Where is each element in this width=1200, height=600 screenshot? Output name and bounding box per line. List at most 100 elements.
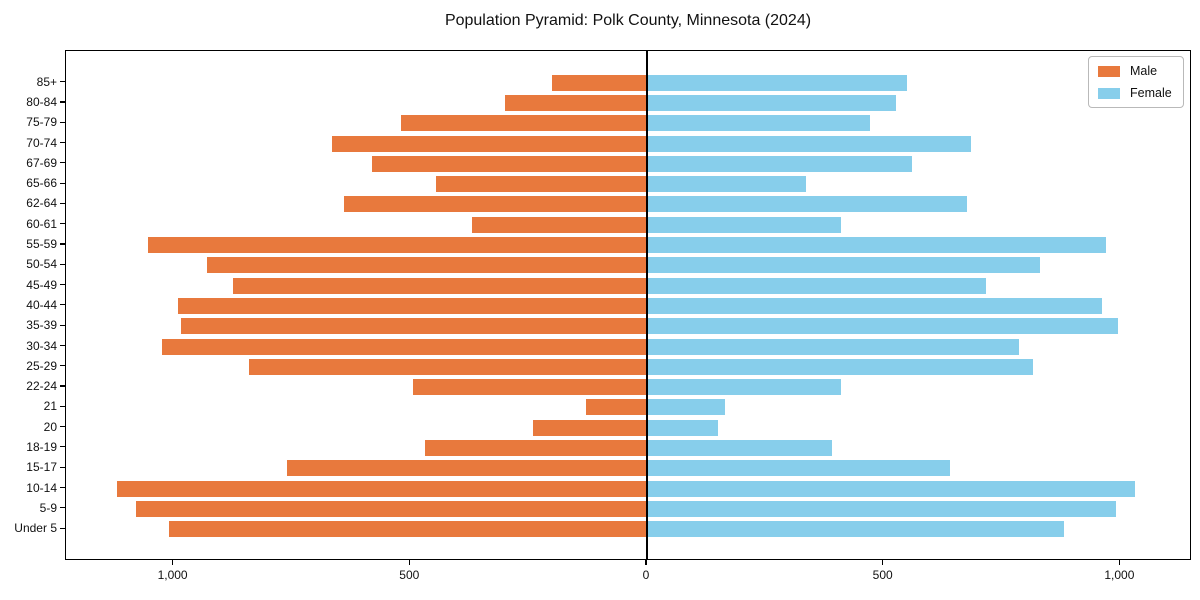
bar-male-22-24	[412, 379, 647, 395]
y-tick-label-60-61: 60-61	[26, 216, 57, 231]
y-tick-mark	[60, 121, 65, 123]
chart-title: Population Pyramid: Polk County, Minneso…	[444, 12, 812, 29]
y-tick-label-55-59: 55-59	[26, 237, 57, 251]
y-tick-label-50-54: 50-54	[26, 257, 57, 272]
bar-female-80-84	[647, 95, 896, 111]
bar-male-70-74	[332, 135, 647, 152]
legend-entry-female: Female	[1098, 86, 1172, 100]
y-tick-mark	[60, 405, 65, 407]
y-tick-label-45-49: 45-49	[26, 277, 57, 292]
y-tick-mark	[60, 446, 65, 448]
bar-female-40-44	[647, 297, 1102, 314]
bar-female-18-19	[647, 439, 832, 456]
y-tick-mark	[60, 162, 65, 164]
x-tick-mark	[1118, 560, 1120, 565]
bar-male-60-61	[471, 216, 647, 233]
bar-male-5-9	[135, 500, 647, 517]
bar-female-35-39	[647, 318, 1118, 335]
bar-female-45-49	[647, 277, 986, 294]
y-tick-mark	[60, 486, 65, 489]
bar-female-65-66	[647, 176, 806, 193]
bar-male-62-64	[344, 196, 647, 213]
y-tick-mark	[60, 365, 65, 367]
bar-female-25-29	[647, 358, 1033, 375]
bar-male-45-49	[232, 277, 647, 294]
bar-female-5-9	[647, 500, 1116, 517]
zero-axis-line	[646, 51, 648, 559]
y-tick-label-65-66: 65-66	[26, 176, 57, 191]
bar-female-62-64	[647, 196, 967, 213]
x-tick-label-3: 500	[872, 568, 893, 582]
y-tick-mark	[60, 304, 65, 306]
female-swatch-icon	[1098, 87, 1120, 99]
y-tick-mark	[60, 385, 65, 387]
y-tick-mark	[60, 243, 65, 245]
plot-area	[65, 50, 1191, 560]
x-tick-label-1: 500	[399, 568, 420, 582]
y-tick-label-85+: 85+	[36, 74, 57, 89]
y-tick-label-under-5: Under 5	[14, 521, 57, 536]
y-tick-label-5-9: 5-9	[39, 500, 57, 515]
bar-female-55-59	[647, 237, 1107, 253]
bar-female-50-54	[647, 257, 1040, 274]
y-tick-mark	[60, 426, 65, 428]
x-tick-mark	[408, 560, 410, 565]
y-tick-mark	[60, 142, 65, 144]
y-tick-mark	[60, 466, 65, 468]
x-tick-label-0: 1,000	[157, 568, 188, 582]
bar-female-21	[647, 399, 726, 416]
y-tick-label-30-34: 30-34	[26, 338, 57, 353]
y-tick-mark	[60, 223, 65, 225]
x-tick-mark	[645, 560, 647, 565]
y-tick-label-67-69: 67-69	[26, 155, 57, 170]
y-tick-mark	[60, 527, 65, 529]
y-tick-label-18-19: 18-19	[26, 439, 57, 454]
y-tick-label-75-79: 75-79	[26, 115, 57, 130]
bar-female-67-69	[647, 155, 913, 172]
bar-female-75-79	[647, 115, 870, 132]
x-tick-mark	[172, 560, 174, 565]
bar-male-65-66	[436, 176, 647, 193]
bar-male-20	[533, 419, 647, 436]
x-tick-label-4: 1,000	[1104, 568, 1135, 582]
bar-male-50-54	[206, 257, 647, 274]
bar-female-30-34	[647, 338, 1019, 355]
bar-male-30-34	[161, 338, 647, 355]
bar-male-80-84	[505, 95, 647, 111]
bar-female-85+	[647, 74, 908, 91]
x-tick-label-2: 0	[642, 568, 650, 582]
legend-label-female: Female	[1130, 86, 1172, 100]
bar-male-15-17	[287, 460, 647, 477]
y-tick-label-25-29: 25-29	[26, 358, 57, 373]
y-tick-label-35-39: 35-39	[26, 318, 57, 333]
y-tick-mark	[60, 344, 65, 347]
bar-male-85+	[552, 74, 647, 91]
y-tick-mark	[60, 81, 65, 83]
y-tick-mark	[60, 182, 65, 184]
bar-male-35-39	[180, 318, 647, 335]
y-tick-mark	[60, 324, 65, 326]
bar-male-40-44	[178, 297, 647, 314]
y-tick-label-20: 20	[43, 419, 57, 434]
bar-male-18-19	[424, 439, 647, 456]
bar-male-75-79	[400, 115, 647, 132]
y-tick-mark	[60, 284, 65, 286]
y-tick-label-80-84: 80-84	[26, 95, 57, 109]
y-tick-label-22-24: 22-24	[26, 379, 57, 393]
bar-female-15-17	[647, 460, 950, 477]
y-tick-mark	[60, 507, 65, 509]
bar-female-70-74	[647, 135, 972, 152]
legend: Male Female	[1088, 56, 1184, 108]
y-tick-label-10-14: 10-14	[26, 480, 57, 495]
y-tick-mark	[60, 101, 65, 103]
bar-female-60-61	[647, 216, 842, 233]
bar-female-20	[647, 419, 718, 436]
y-tick-label-21: 21	[43, 399, 57, 414]
legend-entry-male: Male	[1098, 64, 1172, 78]
bar-male-55-59	[147, 237, 647, 253]
bar-female-under-5	[647, 521, 1064, 538]
y-tick-label-15-17: 15-17	[26, 460, 57, 475]
y-tick-mark	[60, 202, 65, 204]
bar-female-22-24	[647, 379, 842, 395]
